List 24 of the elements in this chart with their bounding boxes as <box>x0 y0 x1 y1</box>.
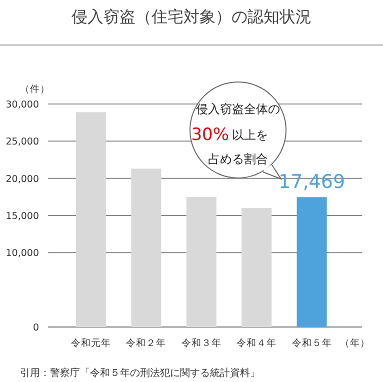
chart-title: 侵入窃盗（住宅対象）の認知状況 <box>72 7 312 26</box>
y-tick-label: 30,000 <box>6 100 39 110</box>
bar <box>186 196 216 327</box>
annotation: 侵入窃盗全体の <box>196 102 280 116</box>
annotation: 30% <box>191 125 229 145</box>
bar <box>131 168 162 327</box>
text: 引用：警察庁「令和５年の刑法犯に関する統計資料」 <box>20 367 260 379</box>
y-tick-label: 15,000 <box>6 211 39 222</box>
x-tick-label: 令和５年 <box>292 337 332 349</box>
bar <box>296 197 327 327</box>
x-tick-label: 令和元年 <box>71 337 111 349</box>
x-tick-label: 令和２年 <box>126 337 166 349</box>
y-tick-label: 10,000 <box>6 248 39 260</box>
annotation: 以上を <box>232 128 268 142</box>
bar <box>242 208 272 327</box>
y-tick-label: 20,000 <box>6 174 39 185</box>
y-tick-label: 0 <box>32 322 39 334</box>
y-axis-title: （件） <box>20 84 50 95</box>
x-axis-title: （年） <box>340 337 370 349</box>
y-tick-label: 25,000 <box>6 136 39 148</box>
annotation: 占める割合 <box>208 152 268 166</box>
x-tick-label: 令和４年 <box>236 337 277 349</box>
x-tick-label: 令和３年 <box>181 337 222 349</box>
bar <box>76 112 106 327</box>
